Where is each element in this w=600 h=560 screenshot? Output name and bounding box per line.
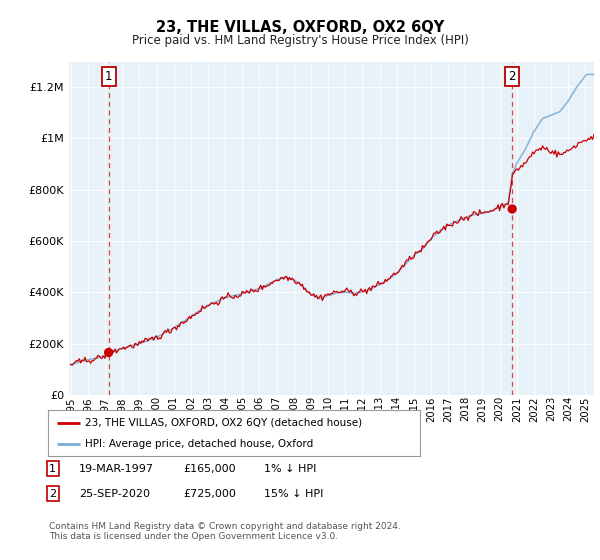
Text: 19-MAR-1997: 19-MAR-1997 <box>79 464 154 474</box>
Point <box>104 348 113 357</box>
Text: Price paid vs. HM Land Registry's House Price Index (HPI): Price paid vs. HM Land Registry's House … <box>131 34 469 46</box>
Text: 1% ↓ HPI: 1% ↓ HPI <box>264 464 316 474</box>
Text: 15% ↓ HPI: 15% ↓ HPI <box>264 489 323 499</box>
Text: 1: 1 <box>105 70 112 83</box>
Text: £165,000: £165,000 <box>183 464 236 474</box>
Point <box>508 204 517 213</box>
Text: 25-SEP-2020: 25-SEP-2020 <box>79 489 150 499</box>
Text: 1: 1 <box>49 464 56 474</box>
Text: £725,000: £725,000 <box>183 489 236 499</box>
Text: 2: 2 <box>49 489 56 499</box>
Text: Contains HM Land Registry data © Crown copyright and database right 2024.
This d: Contains HM Land Registry data © Crown c… <box>49 522 401 542</box>
Text: HPI: Average price, detached house, Oxford: HPI: Average price, detached house, Oxfo… <box>85 439 313 449</box>
Text: 2: 2 <box>508 70 516 83</box>
Text: 23, THE VILLAS, OXFORD, OX2 6QY (detached house): 23, THE VILLAS, OXFORD, OX2 6QY (detache… <box>85 418 362 428</box>
Text: 23, THE VILLAS, OXFORD, OX2 6QY: 23, THE VILLAS, OXFORD, OX2 6QY <box>156 20 444 35</box>
